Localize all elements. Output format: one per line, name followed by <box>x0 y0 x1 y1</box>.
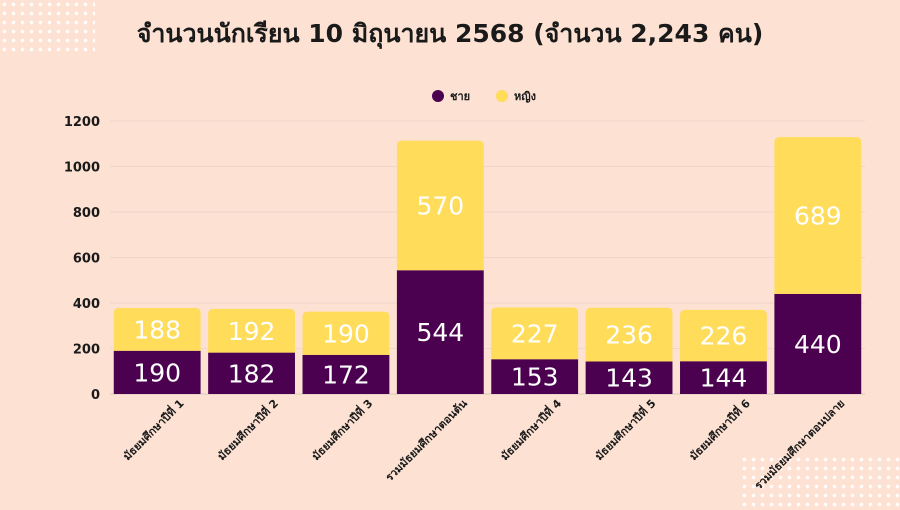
legend-marker <box>496 90 508 102</box>
x-tick-label: มัธยมศึกษาปีที่ 6 <box>685 395 753 463</box>
data-label: 440 <box>794 330 842 359</box>
data-label: 144 <box>700 364 748 393</box>
data-label: 188 <box>133 315 181 344</box>
data-label: 190 <box>322 319 370 348</box>
bar-segment-male <box>302 354 390 394</box>
y-tick-label: 600 <box>73 252 100 267</box>
data-label: 172 <box>322 360 370 389</box>
bar-segment-female <box>208 308 295 353</box>
bar-segment-male <box>680 361 767 394</box>
y-tick-label: 0 <box>91 388 100 403</box>
bar-segment-male <box>208 352 295 394</box>
data-label: 236 <box>605 321 653 350</box>
x-tick-label: มัธยมศึกษาปีที่ 1 <box>119 396 186 463</box>
y-tick-label: 400 <box>73 297 100 312</box>
y-tick-label: 1000 <box>64 161 100 176</box>
bar-segment-female <box>113 308 201 351</box>
x-tick-label: รวมมัธยมศึกษาตอนปลาย <box>752 397 847 492</box>
data-label: 544 <box>416 318 464 347</box>
y-tick-label: 800 <box>73 206 100 221</box>
x-tick-label: รวมมัธยมศึกษาตอนต้น <box>383 397 470 484</box>
bar-segment-male <box>396 270 484 394</box>
data-label: 153 <box>511 363 559 392</box>
data-label: 570 <box>416 191 464 220</box>
legend-label: ชาย <box>450 90 470 103</box>
y-tick-label: 1200 <box>64 115 100 130</box>
x-tick-label: มัธยมศึกษาปีที่ 4 <box>497 395 565 463</box>
x-tick-label: มัธยมศึกษาปีที่ 5 <box>591 396 658 463</box>
bar-segment-male <box>491 359 579 394</box>
bar-segment-female <box>302 311 390 355</box>
decorative-dots-bottom-right <box>740 455 900 510</box>
legend-label: หญิง <box>514 90 536 103</box>
chart-title: จำนวนนักเรียน 10 มิถุนายน 2568 (จำนวน 2,… <box>136 19 764 48</box>
bar-segment-male <box>585 361 673 394</box>
bar-segment-male <box>774 293 862 394</box>
data-label: 689 <box>794 202 842 231</box>
bar-segment-female <box>680 309 767 362</box>
bar-segment-female <box>396 140 484 271</box>
bar-segment-female <box>585 307 673 362</box>
decorative-dots-top-left <box>0 0 95 55</box>
data-label: 190 <box>133 358 181 387</box>
x-tick-label: มัธยมศึกษาปีที่ 3 <box>308 396 375 463</box>
data-label: 143 <box>605 364 653 393</box>
data-label: 192 <box>228 317 276 346</box>
bar-segment-female <box>774 137 862 294</box>
y-tick-label: 200 <box>73 343 100 358</box>
data-label: 182 <box>228 359 276 388</box>
x-tick-label: มัธยมศึกษาปีที่ 2 <box>214 396 281 463</box>
data-label: 226 <box>700 322 748 351</box>
legend-marker <box>432 90 444 102</box>
data-label: 227 <box>511 319 559 348</box>
bar-segment-male <box>113 350 201 394</box>
bar-segment-female <box>491 307 579 360</box>
